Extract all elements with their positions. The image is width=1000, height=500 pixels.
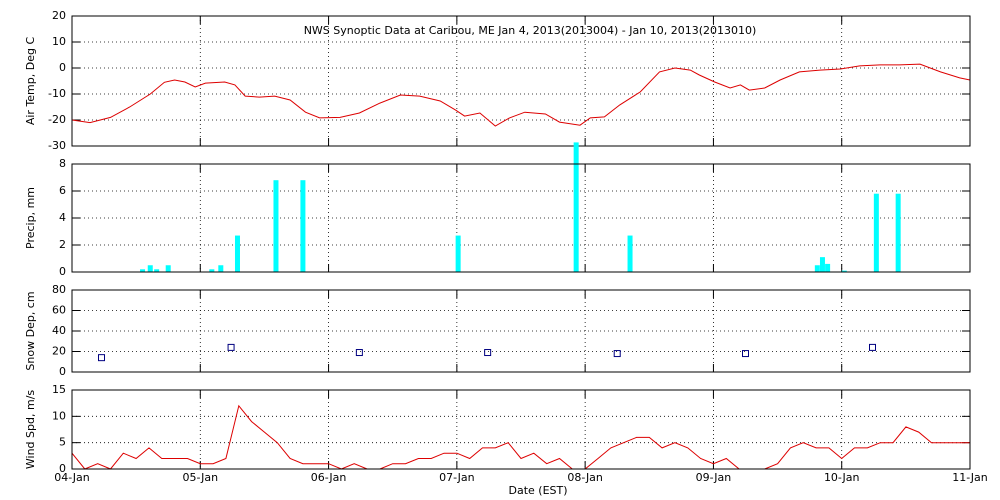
- x-axis-label: Date (EST): [508, 484, 567, 497]
- y-tick-label: 0: [59, 265, 66, 278]
- marker: [869, 343, 877, 351]
- bar: [825, 263, 831, 272]
- bar: [819, 257, 825, 272]
- bar: [209, 269, 215, 272]
- bar: [573, 142, 579, 272]
- y-tick-label: 0: [59, 365, 66, 378]
- marker: [355, 349, 363, 357]
- y-tick-label: 10: [52, 35, 66, 48]
- x-tick-label: 06-Jan: [311, 471, 347, 484]
- x-tick-label: 04-Jan: [54, 471, 90, 484]
- y-tick-label: 2: [59, 238, 66, 251]
- x-tick-label: 11-Jan: [952, 471, 988, 484]
- chart-title: NWS Synoptic Data at Caribou, ME Jan 4, …: [304, 24, 757, 37]
- y-axis-label: Air Temp, Deg C: [24, 37, 37, 126]
- y-tick-label: 4: [59, 211, 66, 224]
- y-tick-label: 20: [52, 9, 66, 22]
- x-tick-label: 08-Jan: [567, 471, 603, 484]
- x-tick-label: 10-Jan: [824, 471, 860, 484]
- bar: [627, 235, 633, 272]
- plot-frame: [71, 15, 971, 147]
- plot-frame: [71, 163, 971, 273]
- bar: [218, 265, 224, 272]
- y-tick-label: 60: [52, 304, 66, 317]
- y-tick-label: 40: [52, 324, 66, 337]
- marker: [227, 343, 235, 351]
- y-axis-label: Wind Spd, m/s: [24, 390, 37, 470]
- bar: [140, 269, 146, 272]
- bar: [895, 193, 901, 272]
- bar: [841, 270, 847, 272]
- plot-frame: [71, 289, 971, 373]
- bar: [234, 235, 240, 272]
- marker: [484, 349, 492, 357]
- x-tick-label: 07-Jan: [439, 471, 475, 484]
- y-axis-label: Snow Dep, cm: [24, 291, 37, 370]
- y-tick-label: 8: [59, 157, 66, 170]
- bar: [455, 235, 461, 272]
- y-tick-label: -10: [48, 87, 66, 100]
- y-tick-label: 10: [52, 409, 66, 422]
- marker: [613, 350, 621, 358]
- plot-frame: [71, 389, 971, 470]
- y-tick-label: 20: [52, 345, 66, 358]
- y-tick-label: 6: [59, 184, 66, 197]
- bar: [873, 193, 879, 272]
- y-tick-label: -20: [48, 113, 66, 126]
- marker: [98, 354, 106, 362]
- bar: [154, 269, 160, 272]
- bar: [147, 265, 153, 272]
- data-line: [71, 404, 970, 470]
- x-tick-label: 09-Jan: [696, 471, 732, 484]
- data-line: [71, 63, 971, 127]
- bar: [273, 180, 279, 272]
- x-tick-label: 05-Jan: [183, 471, 219, 484]
- marker: [742, 350, 749, 358]
- y-axis-label: Precip, mm: [24, 187, 37, 249]
- y-tick-label: -30: [48, 139, 66, 152]
- bar: [300, 180, 306, 272]
- y-tick-label: 15: [52, 383, 66, 396]
- bar: [165, 265, 171, 272]
- y-tick-label: 0: [59, 61, 66, 74]
- bar: [814, 265, 820, 272]
- y-tick-label: 80: [52, 283, 66, 296]
- y-tick-label: 5: [59, 436, 66, 449]
- y-tick-label: 0: [59, 462, 66, 475]
